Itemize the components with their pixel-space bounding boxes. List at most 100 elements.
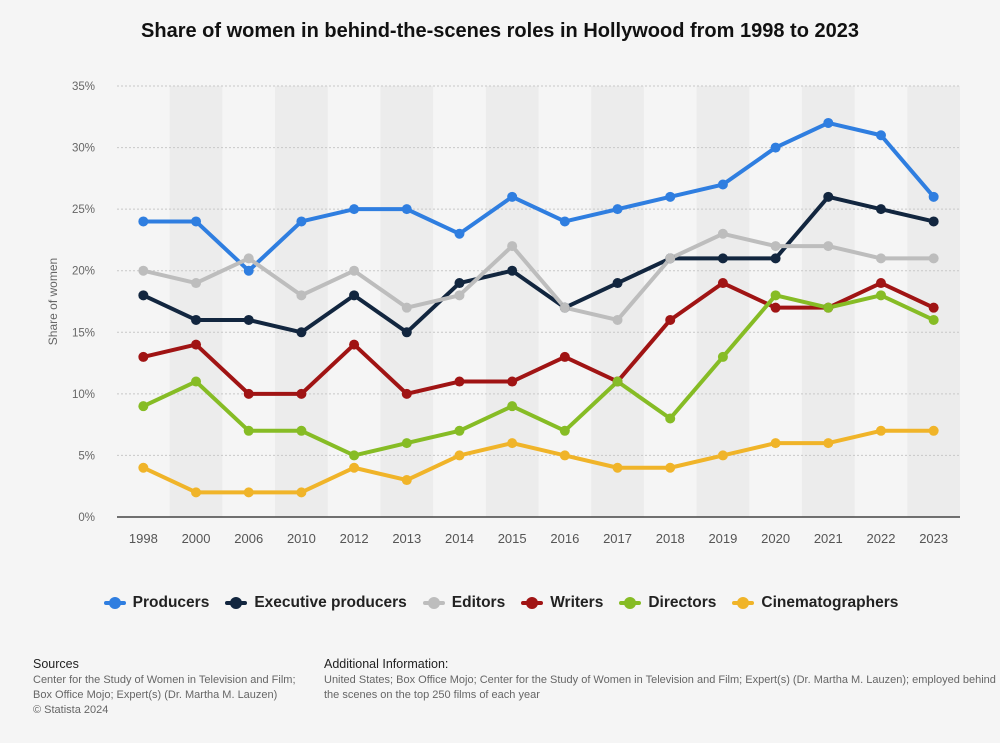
series-line bbox=[141, 231, 936, 322]
legend-label: Producers bbox=[132, 594, 210, 611]
data-point bbox=[507, 401, 518, 412]
series-line bbox=[141, 293, 936, 458]
data-point bbox=[665, 191, 676, 202]
legend-label: Cinematographers bbox=[761, 594, 899, 611]
data-point bbox=[349, 265, 360, 276]
y-tick-label: 15% bbox=[72, 327, 95, 339]
data-point bbox=[507, 191, 518, 202]
legend-marker-icon bbox=[102, 597, 128, 609]
column-band bbox=[485, 86, 539, 517]
legend-item[interactable]: Producers bbox=[102, 594, 210, 612]
data-point bbox=[717, 450, 728, 461]
legend-item[interactable]: Executive producers bbox=[223, 594, 407, 612]
additional-info-block: Additional Information: United States; B… bbox=[324, 657, 1000, 703]
legend-label: Directors bbox=[648, 594, 717, 611]
x-tick-label: 2015 bbox=[498, 531, 527, 546]
data-point bbox=[559, 216, 570, 227]
x-tick-label: 2020 bbox=[761, 531, 790, 546]
x-tick-label: 2010 bbox=[287, 531, 316, 546]
series-line bbox=[141, 194, 936, 335]
x-tick-label: 2014 bbox=[445, 531, 474, 546]
data-point bbox=[296, 388, 307, 399]
legend-marker-icon bbox=[617, 597, 643, 609]
data-point bbox=[138, 265, 149, 276]
legend-marker-icon bbox=[519, 597, 545, 609]
sources-text: Center for the Study of Women in Televis… bbox=[33, 674, 296, 701]
data-point bbox=[401, 327, 412, 338]
data-point bbox=[191, 314, 202, 325]
data-point bbox=[875, 204, 886, 215]
data-point bbox=[770, 290, 781, 301]
legend-label: Executive producers bbox=[254, 594, 407, 611]
data-point bbox=[928, 216, 939, 227]
data-point bbox=[243, 314, 254, 325]
data-point bbox=[875, 130, 886, 141]
legend-item[interactable]: Writers bbox=[519, 594, 603, 612]
data-point bbox=[296, 425, 307, 436]
data-point bbox=[243, 487, 254, 498]
legend-label: Editors bbox=[451, 594, 506, 611]
data-point bbox=[454, 425, 465, 436]
data-point bbox=[770, 142, 781, 153]
data-point bbox=[138, 216, 149, 227]
data-point bbox=[612, 278, 623, 289]
legend-item[interactable]: Cinematographers bbox=[730, 594, 898, 612]
data-point bbox=[454, 278, 465, 289]
legend-item[interactable]: Directors bbox=[617, 594, 716, 612]
y-tick-label: 35% bbox=[72, 81, 95, 93]
sources-block: Sources Center for the Study of Women in… bbox=[33, 657, 308, 718]
data-point bbox=[770, 438, 781, 449]
data-point bbox=[928, 302, 939, 313]
data-point bbox=[349, 290, 360, 301]
legend-marker-icon bbox=[223, 597, 249, 609]
data-point bbox=[717, 278, 728, 289]
series-line bbox=[141, 120, 936, 273]
chart-legend: Producers Executive producers Editors Write… bbox=[0, 594, 1000, 612]
x-tick-label: 2017 bbox=[603, 531, 632, 546]
series-line bbox=[141, 428, 936, 495]
data-point bbox=[401, 204, 412, 215]
legend-marker-icon bbox=[421, 597, 447, 609]
data-point bbox=[296, 216, 307, 227]
data-point bbox=[559, 450, 570, 461]
data-point bbox=[770, 253, 781, 264]
data-point bbox=[296, 487, 307, 498]
data-point bbox=[191, 376, 202, 387]
column-band bbox=[907, 86, 960, 517]
x-tick-label: 2006 bbox=[234, 531, 263, 546]
column-band bbox=[169, 86, 223, 517]
data-point bbox=[191, 216, 202, 227]
data-point bbox=[401, 302, 412, 313]
data-point bbox=[823, 117, 834, 128]
data-point bbox=[717, 351, 728, 362]
data-point bbox=[717, 179, 728, 190]
data-point bbox=[770, 302, 781, 313]
data-point bbox=[454, 290, 465, 301]
data-point bbox=[928, 314, 939, 325]
data-point bbox=[928, 253, 939, 264]
data-point bbox=[717, 228, 728, 239]
data-point bbox=[875, 425, 886, 436]
data-point bbox=[612, 314, 623, 325]
data-point bbox=[191, 339, 202, 350]
data-point bbox=[401, 388, 412, 399]
series-line bbox=[141, 281, 936, 396]
x-tick-label: 2023 bbox=[919, 531, 948, 546]
data-point bbox=[928, 425, 939, 436]
data-point bbox=[665, 253, 676, 264]
data-point bbox=[401, 475, 412, 486]
data-point bbox=[665, 462, 676, 473]
data-point bbox=[823, 302, 834, 313]
x-tick-label: 2019 bbox=[708, 531, 737, 546]
data-point bbox=[875, 290, 886, 301]
data-point bbox=[349, 462, 360, 473]
data-point bbox=[349, 204, 360, 215]
data-point bbox=[454, 450, 465, 461]
data-point bbox=[559, 302, 570, 313]
data-point bbox=[823, 191, 834, 202]
x-tick-label: 2021 bbox=[814, 531, 843, 546]
data-point bbox=[559, 425, 570, 436]
data-point bbox=[507, 438, 518, 449]
legend-item[interactable]: Editors bbox=[421, 594, 505, 612]
chart-title: Share of women in behind-the-scenes role… bbox=[141, 20, 859, 42]
